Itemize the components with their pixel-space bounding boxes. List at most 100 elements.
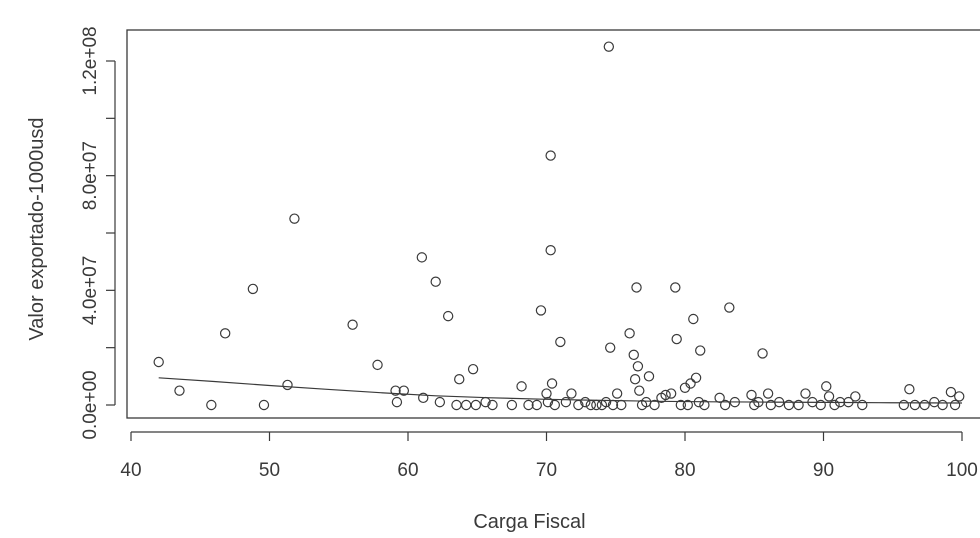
y-axis: 0.0e+00 4.0e+07 8.0e+07 1.2e+08 (80, 26, 116, 440)
x-tick-label: 60 (397, 460, 418, 481)
data-point (643, 371, 655, 382)
data-point (460, 399, 472, 411)
data-point (603, 41, 615, 52)
data-point (815, 399, 826, 411)
data-point (282, 379, 293, 391)
data-point (206, 399, 217, 411)
data-point (629, 374, 641, 385)
data-point (467, 363, 479, 375)
data-point (624, 328, 635, 339)
data-point (631, 282, 642, 293)
data-point (390, 385, 401, 396)
data-point (945, 386, 957, 398)
data-point (416, 252, 428, 263)
data-point (632, 361, 644, 372)
data-point (699, 399, 710, 411)
y-tick-label: 8.0e+07 (80, 141, 101, 210)
data-point (919, 399, 930, 411)
data-point (649, 399, 660, 411)
data-point (442, 310, 454, 322)
data-point (535, 305, 547, 316)
data-point (258, 399, 270, 411)
data-point (418, 392, 429, 404)
data-point (937, 399, 948, 411)
data-point (949, 399, 961, 411)
data-points (153, 41, 965, 411)
data-point (821, 381, 832, 392)
data-point (909, 399, 921, 411)
data-point (531, 399, 543, 411)
data-point (560, 396, 572, 408)
data-point (398, 385, 410, 396)
data-point (685, 378, 696, 389)
data-point (591, 399, 602, 411)
data-point (549, 399, 561, 411)
data-point (857, 399, 868, 411)
x-tick-label: 70 (536, 460, 557, 481)
data-point (695, 345, 706, 356)
data-point (174, 385, 185, 396)
data-point (545, 244, 556, 256)
plot-frame (126, 29, 980, 419)
data-point (541, 388, 552, 399)
x-tick-label: 90 (813, 460, 834, 481)
trend-line (158, 377, 963, 404)
data-point (546, 378, 558, 389)
data-point (247, 283, 259, 295)
data-point (580, 396, 591, 408)
data-point (671, 333, 682, 345)
data-point (829, 399, 840, 411)
data-point (660, 389, 671, 401)
data-point (611, 388, 623, 399)
data-point (430, 276, 441, 287)
data-point (954, 391, 965, 402)
data-point (605, 342, 616, 353)
x-tick-label: 50 (259, 460, 280, 481)
data-point (898, 399, 910, 411)
data-point (688, 313, 699, 325)
data-point (746, 389, 757, 401)
data-point (516, 381, 527, 392)
data-point (434, 396, 446, 408)
data-point (506, 399, 518, 411)
data-point (724, 302, 735, 313)
data-point (470, 399, 482, 411)
data-point (904, 384, 915, 395)
data-point (372, 359, 383, 371)
data-point (793, 399, 804, 411)
data-point (719, 399, 731, 411)
data-point (391, 396, 403, 408)
data-point (566, 388, 577, 399)
data-point (454, 374, 465, 385)
data-point (600, 396, 612, 408)
data-point (682, 399, 693, 411)
data-point (634, 385, 645, 396)
data-point (153, 356, 164, 368)
data-point (451, 399, 462, 411)
data-point (289, 213, 300, 224)
data-point (850, 391, 861, 402)
data-point (542, 396, 554, 408)
data-point (762, 388, 774, 399)
data-point (675, 399, 687, 411)
data-point (670, 282, 681, 293)
data-point (628, 349, 639, 361)
data-point (487, 399, 498, 411)
data-point (555, 336, 566, 348)
y-axis-title: Valor exportado-1000usd (26, 117, 48, 340)
x-axis-title: Carga Fiscal (473, 511, 585, 533)
data-point (347, 319, 358, 330)
data-point (545, 150, 556, 161)
y-tick-label: 0.0e+00 (80, 370, 101, 439)
data-point (690, 372, 702, 383)
x-axis: 40 50 60 70 80 90 100 (120, 431, 978, 481)
y-tick-label: 1.2e+08 (80, 26, 101, 95)
x-tick-label: 80 (674, 460, 695, 481)
y-tick-label: 4.0e+07 (80, 256, 101, 325)
data-point (665, 388, 677, 399)
data-point (757, 348, 768, 359)
data-point (585, 399, 597, 411)
data-point (823, 391, 835, 402)
data-point (219, 328, 231, 339)
